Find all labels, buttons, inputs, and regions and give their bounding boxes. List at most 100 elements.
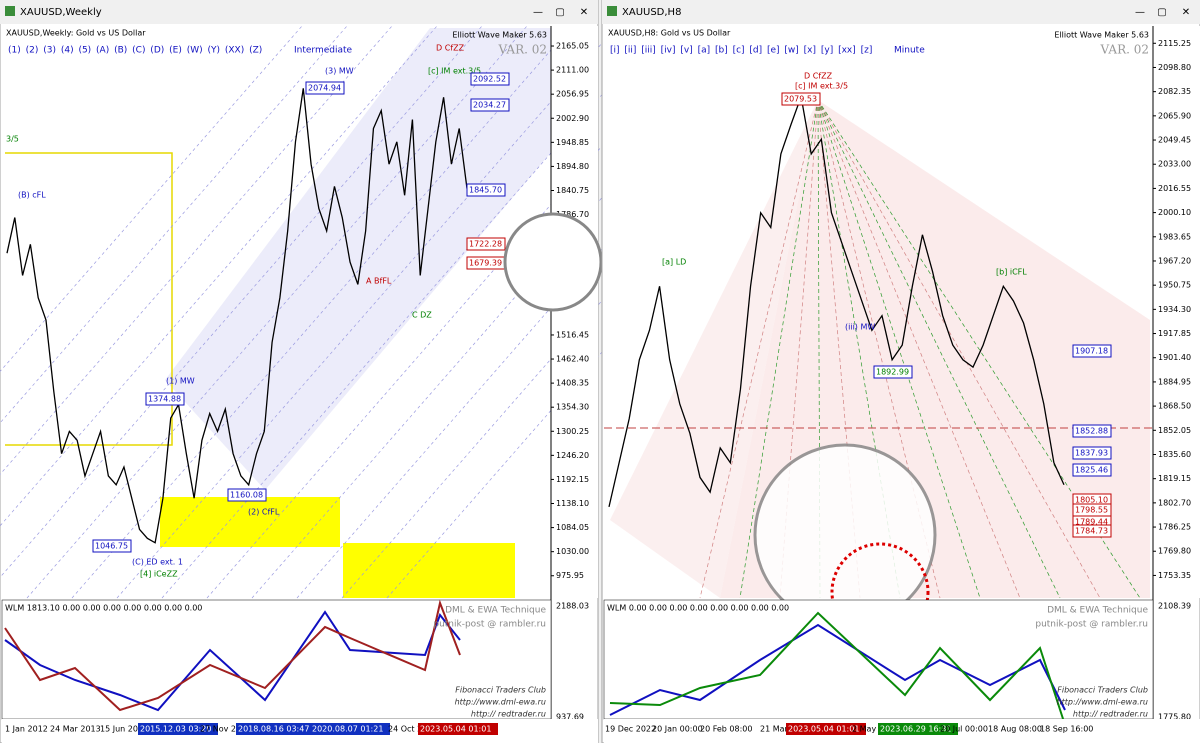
window-button[interactable]: ✕ [1182,7,1190,18]
price-box [470,98,510,112]
wave-annotation: 3/5 [6,135,19,144]
y-tick-label: 1246.20 [556,451,589,460]
wave-indicator [609,623,1066,716]
magnifier [503,212,603,312]
wave-indicator [609,611,1066,726]
fib-line [0,25,348,424]
y-tick-label: 1300.25 [556,427,589,436]
x-tick-label: 24 Mar 2013 [50,725,101,734]
window-button[interactable]: ▢ [1157,7,1166,18]
wave-annotation: 1160.08 [230,491,263,500]
price-box [227,488,267,502]
wave-annotation: 2034.27 [473,101,506,110]
wave-annotation: 1722.28 [469,240,502,249]
x-tick-label: 2023.05.04 01:01 [420,725,491,734]
y-tick-label: 1868.50 [1158,402,1191,411]
wave-annotation: [b] iCFL [996,268,1027,277]
y-tick-label: 1408.35 [556,379,589,388]
fib-line [0,25,438,527]
wave-annotation: C DZ [412,311,432,320]
y-tick-label: 1084.05 [556,523,589,532]
tool-name: Elliott Wave Maker 5.63 [452,31,547,40]
y-tick-label: 2115.25 [1158,39,1191,48]
y-tick-label: 1852.05 [1158,426,1191,435]
window-title: XAUUSD,H8 [622,7,681,18]
x-tick-label: 2023.06.29 16:31 [880,725,951,734]
y-tick-label: 2049.45 [1158,136,1191,145]
wave-labels: [i] [ii] [iii] [iv] [v] [a] [b] [c] [d] … [610,46,872,56]
y-tick-label: 1894.80 [556,162,589,171]
credit: DML & EWA Technique [1047,606,1148,616]
indicator-top: 2188.03 [556,602,589,611]
credit: http:// redtrader.ru [1073,710,1148,719]
x-tick-label: 15 Jun 20 [100,725,138,734]
price-axis [1153,26,1200,598]
y-tick-label: 1835.60 [1158,450,1191,459]
price-box [1072,446,1112,460]
y-tick-label: 1753.35 [1158,571,1191,580]
wave-annotation: 1046.75 [95,542,128,551]
x-tick-label: 20 Feb 08:00 [700,725,752,734]
indicator-bottom: 1775.80 [1158,713,1191,722]
fan-line [699,99,819,599]
price-box [1072,524,1112,538]
y-tick-label: 2111.00 [556,66,589,75]
x-tick-label: 20 Jan 00:00 [652,725,703,734]
y-tick-label: 1934.30 [1158,305,1191,314]
fan-line [817,99,1021,599]
variant: VAR. 02 [498,43,547,57]
wave-annotation: (3) MW [325,67,354,76]
y-tick-label: 1917.85 [1158,329,1191,338]
y-tick-label: 1819.15 [1158,474,1191,483]
wave-annotation: 2092.52 [473,75,506,84]
wave-annotation: 1679.39 [469,259,502,268]
wave-annotation: 1845.70 [469,186,502,195]
wave-annotation: (B) cFL [18,191,46,200]
y-tick-label: 1138.10 [556,499,589,508]
chart-window: XAUUSD,Weekly — ▢ ✕ 2165.05 2111.00 2056.95 200… [0,0,888,743]
x-tick-label: 2020.08.07 01:21 [312,725,383,734]
price-box [781,92,821,106]
y-tick-label: 1516.45 [556,330,589,339]
cursor-date-box [236,723,316,735]
x-tick-label: 19 Dec 2022 [605,725,656,734]
wave-annotation: A BfFL [366,277,392,286]
y-tick-label: 1901.40 [1158,353,1191,362]
cursor-date-box [418,723,498,735]
y-tick-label: 2033.00 [1158,160,1191,169]
fan-line [817,99,1141,599]
price-box [1072,463,1112,477]
y-tick-label: 1786.70 [556,210,589,219]
window-button[interactable]: — [533,7,543,18]
x-tick-label: 18 Sep 16:00 [1040,725,1093,734]
y-tick-label: 1786.25 [1158,523,1191,532]
wave-labels: (1) (2) (3) (4) (5) (A) (B) (C) (D) (E) … [8,46,262,56]
fib-line [71,25,573,599]
y-tick-label: 2000.10 [1158,208,1191,217]
window-button[interactable]: — [1135,7,1145,18]
yellow-line [5,152,173,446]
title-bar [0,0,598,24]
y-tick-label: 2098.80 [1158,63,1191,72]
y-tick-label: 1802.70 [1158,498,1191,507]
credit: http://www.dml-ewa.ru [455,698,546,707]
title-bar [602,0,1200,24]
fib-line [0,25,303,373]
credit: putnik-post @ rambler.ru [433,620,546,630]
x-tick-label: 2018.08.16 03:47 [238,725,309,734]
wave-annotation: 2074.94 [308,84,341,93]
wave-annotation: [c] IM ext.3/5 [795,82,848,91]
y-tick-label: 1354.30 [556,403,589,412]
window-button[interactable]: ✕ [580,7,588,18]
fib-line [206,25,708,599]
window-button[interactable]: ▢ [555,7,564,18]
wave-annotation: [c] IM ext.3/5 [428,67,481,76]
wave-indicator [4,610,461,712]
y-tick-label: 1983.65 [1158,232,1191,241]
price-box [305,81,345,95]
wave-annotation: 1789.44 [1075,518,1108,527]
plot-area [0,25,888,599]
y-tick-label: 2016.55 [1158,184,1191,193]
fib-line [0,25,393,475]
